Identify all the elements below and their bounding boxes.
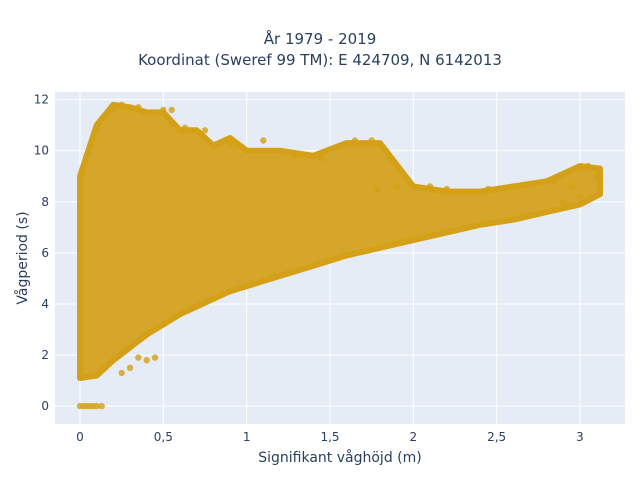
- data-point: [98, 402, 105, 410]
- data-point: [226, 139, 234, 147]
- data-point: [110, 106, 117, 114]
- y-tick-label: 0: [41, 399, 49, 413]
- data-point: [135, 104, 142, 111]
- data-point: [143, 357, 150, 364]
- x-tick-label: 3: [576, 430, 584, 444]
- data-point: [426, 183, 434, 190]
- chart-subtitle: Koordinat (Sweref 99 TM): E 424709, N 61…: [138, 51, 502, 69]
- data-point: [118, 369, 125, 377]
- x-tick-label: 2,5: [487, 430, 506, 444]
- y-tick-label: 4: [41, 297, 49, 311]
- y-axis-label: Vågperiod (s): [14, 211, 31, 304]
- tick-labels: 0 0,5 1 1,5 2 2,5 3 0 2 4 6 8 10 12: [34, 93, 584, 444]
- x-tick-label: 1,5: [320, 430, 339, 444]
- data-point: [93, 402, 100, 410]
- data-point: [126, 364, 134, 371]
- data-point: [551, 178, 559, 185]
- data-point: [168, 106, 175, 114]
- y-tick-label: 10: [34, 144, 49, 158]
- data-point: [201, 127, 209, 134]
- data-point: [118, 101, 125, 109]
- data-point: [151, 354, 159, 361]
- data-point: [560, 198, 567, 205]
- y-tick-label: 6: [41, 246, 49, 260]
- data-point: [585, 162, 592, 170]
- y-tick-label: 12: [34, 93, 49, 107]
- x-tick-label: 2: [410, 430, 418, 444]
- point-cloud-envelope: [77, 101, 603, 381]
- x-tick-label: 0: [76, 430, 84, 444]
- data-point: [593, 173, 600, 180]
- data-point: [260, 137, 267, 144]
- data-point: [526, 180, 534, 188]
- data-point: [568, 183, 575, 190]
- data-point: [393, 183, 400, 190]
- data-point: [443, 185, 450, 193]
- data-point: [485, 185, 492, 193]
- y-tick-label: 2: [41, 348, 49, 362]
- data-point: [160, 106, 167, 114]
- data-point: [576, 193, 584, 200]
- x-tick-label: 1: [243, 430, 251, 444]
- data-point: [351, 137, 359, 144]
- data-point: [181, 124, 189, 131]
- data-point: [373, 185, 380, 193]
- data-point: [135, 354, 142, 361]
- y-tick-label: 8: [41, 195, 49, 209]
- data-point: [293, 152, 300, 159]
- x-tick-label: 0,5: [154, 430, 173, 444]
- x-axis-label: Signifikant våghöjd (m): [258, 449, 421, 466]
- chart-title: År 1979 - 2019: [263, 30, 377, 48]
- scatter-points: [76, 101, 604, 410]
- data-point: [596, 178, 604, 185]
- data-point: [368, 137, 375, 144]
- data-point: [510, 183, 517, 190]
- data-point: [318, 155, 325, 162]
